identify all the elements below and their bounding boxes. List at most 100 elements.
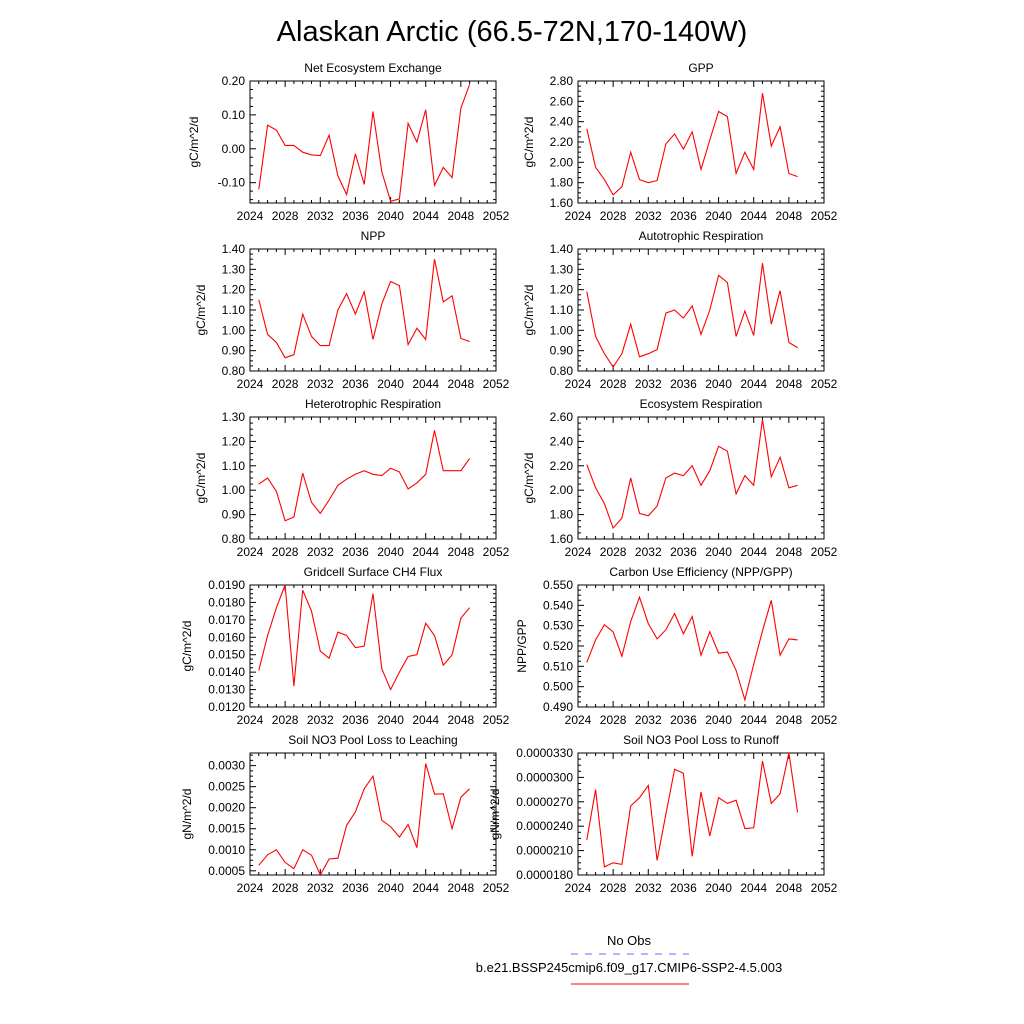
x-tick-label: 2032	[307, 209, 334, 223]
x-tick-label: 2048	[448, 545, 475, 559]
y-tick-label: 0.10	[222, 108, 246, 122]
plot-frame	[249, 752, 497, 876]
y-tick-label: 1.40	[550, 242, 574, 256]
y-tick-label: -0.10	[218, 176, 246, 190]
y-tick-label: 2.00	[550, 483, 574, 497]
y-tick-label: 0.510	[543, 659, 573, 673]
series-line	[258, 763, 470, 877]
y-tick-label: 1.30	[550, 262, 574, 276]
y-tick-label: 0.530	[543, 619, 573, 633]
y-tick-label: 1.20	[222, 283, 246, 297]
x-tick-label: 2044	[740, 545, 767, 559]
x-tick-label: 2052	[811, 881, 838, 895]
x-tick-label: 2048	[776, 377, 803, 391]
x-tick-label: 2024	[565, 881, 592, 895]
y-tick-label: 1.60	[550, 532, 574, 546]
x-tick-label: 2048	[776, 545, 803, 559]
x-tick-label: 2032	[635, 377, 662, 391]
x-tick-label: 2052	[811, 209, 838, 223]
x-tick-label: 2036	[342, 545, 369, 559]
plot-frame	[577, 80, 825, 204]
x-tick-label: 2028	[600, 377, 627, 391]
y-tick-label: 0.90	[550, 344, 574, 358]
y-tick-label: 1.10	[222, 459, 246, 473]
y-tick-label: 0.0000240	[516, 819, 573, 833]
panel-gpp: 2024 2028 2032 2036 2040 2044 2048 2052 1.60 1.80…	[522, 61, 838, 223]
x-tick-label: 2048	[776, 881, 803, 895]
plot-frame	[577, 248, 825, 372]
x-tick-label: 2036	[670, 713, 697, 727]
y-axis-label: gC/m^2/d	[194, 285, 208, 336]
y-tick-label: 1.00	[222, 323, 246, 337]
x-tick-label: 2052	[811, 545, 838, 559]
panel-title: GPP	[688, 61, 713, 75]
y-tick-label: 0.490	[543, 700, 573, 714]
x-tick-label: 2040	[377, 209, 404, 223]
y-tick-label: 1.80	[550, 176, 574, 190]
series-line	[586, 263, 798, 368]
y-tick-label: 1.30	[222, 410, 246, 424]
y-axis-label: gC/m^2/d	[522, 117, 536, 168]
panel-title: NPP	[361, 229, 386, 243]
y-tick-label: 0.80	[550, 364, 574, 378]
y-axis-label: gC/m^2/d	[187, 117, 201, 168]
x-tick-label: 2044	[740, 377, 767, 391]
x-tick-label: 2052	[483, 209, 510, 223]
panel-soil-no3-pool-loss-to-leaching: 2024 2028 2032 2036 2040 2044 2048 2052 0.0005 0.…	[180, 733, 509, 895]
x-tick-label: 2052	[483, 881, 510, 895]
x-tick-label: 2028	[600, 881, 627, 895]
y-tick-label: 0.0020	[208, 801, 245, 815]
panel-npp: 2024 2028 2032 2036 2040 2044 2048 2052 0.80 0.90…	[194, 229, 510, 391]
x-tick-label: 2028	[272, 377, 299, 391]
x-tick-label: 2036	[670, 881, 697, 895]
x-tick-label: 2044	[412, 713, 439, 727]
x-tick-label: 2048	[448, 209, 475, 223]
x-tick-label: 2040	[377, 713, 404, 727]
x-tick-label: 2044	[740, 881, 767, 895]
plot-frame	[577, 416, 825, 540]
panel-net-ecosystem-exchange: 2024 2028 2032 2036 2040 2044 2048 2052 -0.10 0.0…	[187, 61, 510, 223]
panel-title: Autotrophic Respiration	[639, 229, 764, 243]
y-tick-label: 0.0170	[208, 613, 245, 627]
y-tick-label: 0.520	[543, 639, 573, 653]
y-tick-label: 0.90	[222, 344, 246, 358]
y-tick-label: 2.20	[550, 135, 574, 149]
x-tick-label: 2032	[307, 881, 334, 895]
plot-frame	[249, 416, 497, 540]
x-tick-label: 2028	[600, 545, 627, 559]
y-tick-label: 2.20	[550, 459, 574, 473]
x-tick-label: 2040	[705, 881, 732, 895]
y-tick-label: 1.20	[550, 283, 574, 297]
panel-heterotrophic-respiration: 2024 2028 2032 2036 2040 2044 2048 2052 0.80 0.90…	[194, 397, 510, 559]
x-tick-label: 2024	[237, 545, 264, 559]
x-tick-label: 2024	[237, 881, 264, 895]
panel-title: Soil NO3 Pool Loss to Leaching	[288, 733, 457, 747]
x-tick-label: 2048	[448, 881, 475, 895]
x-tick-label: 2040	[377, 545, 404, 559]
x-tick-label: 2024	[565, 377, 592, 391]
y-tick-label: 1.00	[222, 483, 246, 497]
panel-grid: 2024 2028 2032 2036 2040 2044 2048 2052 -0.10 0.0…	[180, 61, 837, 895]
x-tick-label: 2044	[740, 209, 767, 223]
x-tick-label: 2032	[635, 713, 662, 727]
series-line	[586, 93, 798, 196]
series-line	[586, 752, 799, 868]
x-tick-label: 2052	[811, 713, 838, 727]
x-tick-label: 2040	[377, 881, 404, 895]
x-tick-label: 2032	[635, 545, 662, 559]
x-tick-label: 2036	[342, 881, 369, 895]
x-tick-label: 2052	[483, 713, 510, 727]
x-tick-label: 2044	[740, 713, 767, 727]
y-axis-label: gN/m^2/d	[488, 789, 502, 840]
x-tick-label: 2052	[483, 545, 510, 559]
x-tick-label: 2036	[342, 209, 369, 223]
y-tick-label: 1.00	[550, 323, 574, 337]
y-tick-label: 0.0000330	[516, 746, 573, 760]
x-tick-label: 2036	[342, 377, 369, 391]
panel-title: Soil NO3 Pool Loss to Runoff	[623, 733, 780, 747]
plot-frame	[249, 80, 497, 204]
panel-title: Carbon Use Efficiency (NPP/GPP)	[609, 565, 792, 579]
series-line	[258, 584, 471, 691]
y-tick-label: 0.20	[222, 74, 246, 88]
x-tick-label: 2052	[483, 377, 510, 391]
